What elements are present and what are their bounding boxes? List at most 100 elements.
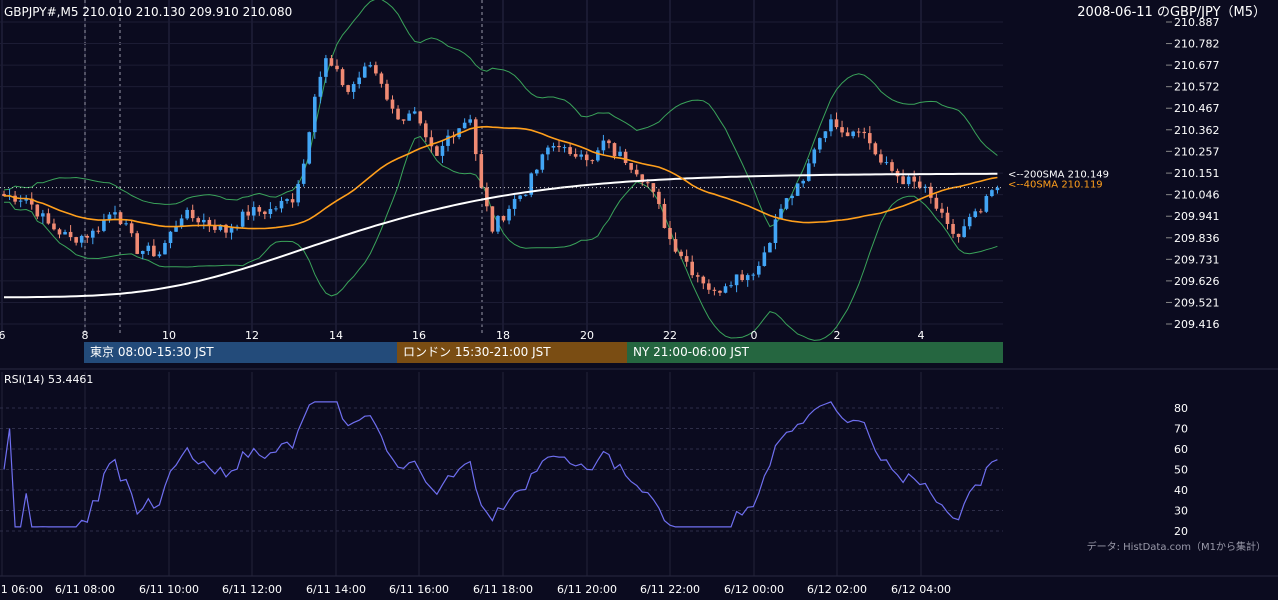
candle-body	[468, 119, 472, 123]
candle-body	[385, 83, 389, 100]
candle-body	[768, 243, 772, 253]
candle-body	[745, 275, 750, 281]
candle-body	[634, 169, 639, 175]
candle-body	[113, 212, 117, 215]
rsi-tick-label: 60	[1174, 443, 1188, 456]
price-tick-label: 210.362	[1174, 124, 1220, 137]
candle-body	[684, 256, 689, 262]
rsi-line	[3, 401, 998, 528]
rsi-tick-label: 30	[1174, 505, 1188, 518]
candles-group	[2, 54, 1000, 296]
session-london: ロンドン 15:30-21:00 JST	[397, 342, 627, 363]
hour-tick-label: 4	[918, 329, 925, 342]
candle-body	[901, 176, 905, 185]
candle-body	[63, 231, 67, 235]
candle-body	[923, 186, 928, 188]
candle-body	[2, 193, 6, 197]
candle-body	[862, 131, 867, 134]
hour-tick-label: 20	[580, 329, 594, 342]
candle-body	[523, 194, 528, 196]
rsi-tick-label: 50	[1174, 464, 1188, 477]
candle-body	[890, 162, 894, 171]
candle-body	[285, 199, 289, 201]
candle-body	[374, 65, 378, 74]
candle-body	[407, 113, 411, 121]
candle-body	[52, 223, 56, 230]
candle-body	[207, 219, 212, 226]
candle-body	[41, 213, 45, 217]
candle-body	[124, 223, 128, 225]
candle-body	[818, 138, 822, 150]
candle-body	[795, 183, 800, 196]
data-source-label: データ: HistData.com（M1から集計）	[1087, 540, 1266, 553]
symbol-info-label: GBPJPY#,M5 210.010 210.130 209.910 210.0…	[4, 5, 292, 19]
candle-body	[13, 195, 17, 202]
candle-body	[263, 211, 267, 215]
candle-body	[313, 96, 317, 133]
candle-body	[557, 145, 561, 148]
candle-body	[107, 214, 112, 220]
price-tick-label: 210.257	[1174, 145, 1220, 158]
candle-body	[218, 224, 223, 230]
candle-body	[990, 190, 994, 197]
candle-body	[68, 231, 73, 238]
candle-body	[573, 154, 578, 157]
candle-body	[979, 211, 983, 213]
candle-body	[973, 211, 978, 217]
price-tick-label: 210.782	[1174, 38, 1220, 51]
hour-tick-label: 16	[412, 329, 426, 342]
price-tick-label: 209.941	[1174, 210, 1220, 223]
date-tick-label: 6/11 22:00	[640, 583, 700, 596]
candle-body	[157, 254, 162, 257]
candle-body	[584, 154, 589, 161]
candle-body	[618, 151, 622, 157]
candle-body	[579, 154, 583, 157]
rsi-label: RSI(14) 53.4461	[4, 373, 93, 386]
candle-body	[823, 131, 828, 139]
price-tick-label: 210.467	[1174, 102, 1220, 115]
candle-body	[163, 243, 167, 255]
candle-body	[546, 147, 550, 155]
date-tick-label: 6/11 18:00	[473, 583, 533, 596]
price-tick-label: 209.731	[1174, 253, 1220, 266]
candle-body	[396, 108, 400, 120]
candle-body	[673, 239, 678, 252]
candle-body	[318, 76, 323, 97]
candle-body	[679, 251, 683, 257]
date-tick-label: 6/12 00:00	[724, 583, 784, 596]
hour-tick-label: 0	[751, 329, 758, 342]
candle-body	[790, 195, 794, 199]
candle-body	[695, 275, 700, 277]
candle-body	[868, 133, 872, 144]
candle-body	[18, 200, 23, 202]
candle-body	[85, 235, 90, 238]
candle-body	[912, 176, 916, 182]
hour-tick-label: 18	[496, 329, 510, 342]
candle-body	[74, 237, 78, 243]
date-tick-label: 6/11 10:00	[139, 583, 199, 596]
price-tick-label: 210.572	[1174, 81, 1220, 94]
candle-body	[601, 140, 606, 151]
candle-body	[951, 223, 955, 234]
candle-body	[190, 209, 195, 219]
date-tick-label: 6/11 08:00	[55, 583, 115, 596]
candle-body	[934, 197, 939, 209]
candle-body	[357, 77, 361, 85]
date-tick-label: 6/11 06:00	[0, 583, 43, 596]
date-tick-label: 6/11 20:00	[557, 583, 617, 596]
candle-body	[762, 252, 767, 266]
candle-body	[129, 223, 134, 234]
candle-body	[945, 212, 950, 224]
session-newyork: NY 21:00-06:00 JST	[627, 342, 1003, 363]
candle-body	[956, 233, 961, 237]
candle-body	[329, 58, 334, 66]
candle-body	[279, 200, 284, 209]
candle-body	[612, 143, 617, 157]
candle-body	[646, 182, 650, 184]
date-tick-label: 6/12 02:00	[807, 583, 867, 596]
candle-body	[801, 180, 805, 184]
sma40-label: <--40SMA 210.119	[1008, 180, 1103, 191]
hour-tick-label: 22	[663, 329, 677, 342]
chart-title: 2008-06-11 のGBP/JPY（M5）	[1077, 5, 1266, 20]
candle-body	[851, 131, 855, 137]
